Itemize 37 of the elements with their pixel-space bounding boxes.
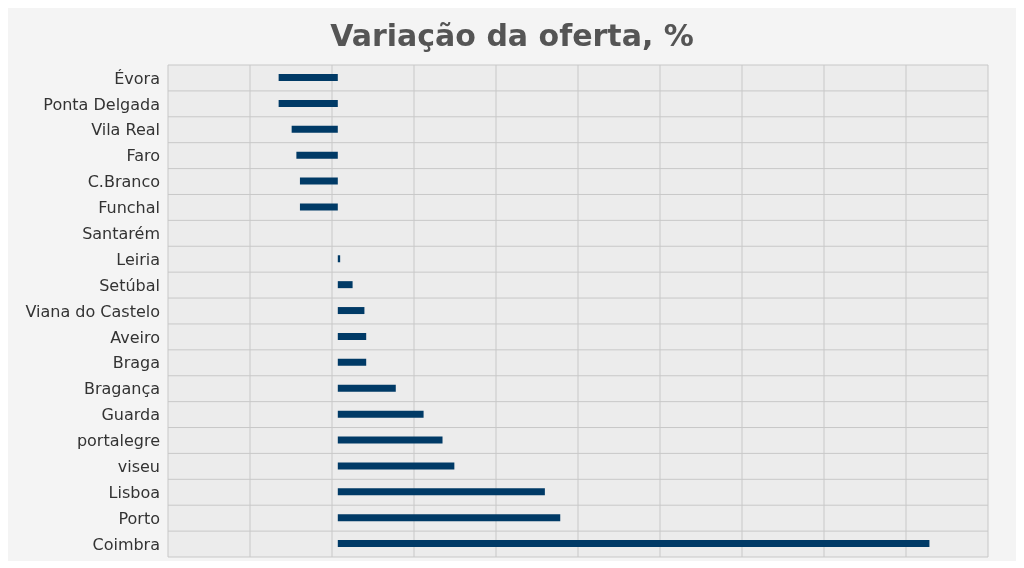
bar bbox=[278, 74, 338, 81]
bar bbox=[278, 99, 338, 107]
bar bbox=[337, 540, 930, 548]
bar bbox=[337, 358, 367, 366]
y-tick-label: Bragança bbox=[83, 379, 160, 399]
y-tick-label: Guarda bbox=[101, 405, 160, 425]
y-tick-label: Funchal bbox=[98, 198, 160, 218]
bar bbox=[337, 462, 455, 470]
y-tick-label: viseu bbox=[117, 457, 160, 477]
bar bbox=[337, 332, 367, 340]
bar bbox=[337, 514, 561, 522]
bar bbox=[337, 307, 365, 315]
y-tick-label: C.Branco bbox=[87, 172, 160, 192]
bar bbox=[337, 384, 396, 392]
y-tick-label: Faro bbox=[126, 146, 160, 166]
y-tick-label: Porto bbox=[118, 508, 160, 528]
y-tick-label: Évora bbox=[114, 68, 160, 88]
bar bbox=[337, 410, 424, 418]
bar bbox=[299, 203, 338, 211]
bar bbox=[337, 436, 443, 444]
y-tick-label: Ponta Delgada bbox=[43, 94, 160, 114]
y-tick-label: Viana do Castelo bbox=[25, 301, 160, 321]
y-tick-label: Braga bbox=[112, 353, 160, 373]
bar bbox=[291, 125, 338, 133]
bar bbox=[299, 177, 338, 185]
y-tick-label: Vila Real bbox=[91, 120, 160, 140]
bar bbox=[337, 281, 353, 289]
y-tick-label: Coimbra bbox=[92, 534, 160, 554]
y-tick-label: Leiria bbox=[116, 249, 160, 269]
bar bbox=[337, 488, 545, 496]
y-tick-label: Santarém bbox=[82, 224, 160, 243]
bar bbox=[296, 151, 338, 159]
y-tick-label: Lisboa bbox=[108, 482, 160, 502]
chart-title: Variação da oferta, % bbox=[329, 17, 695, 55]
y-tick-label: Setúbal bbox=[99, 275, 160, 295]
y-tick-label: portalegre bbox=[76, 431, 160, 451]
y-tick-label: Aveiro bbox=[110, 327, 160, 347]
